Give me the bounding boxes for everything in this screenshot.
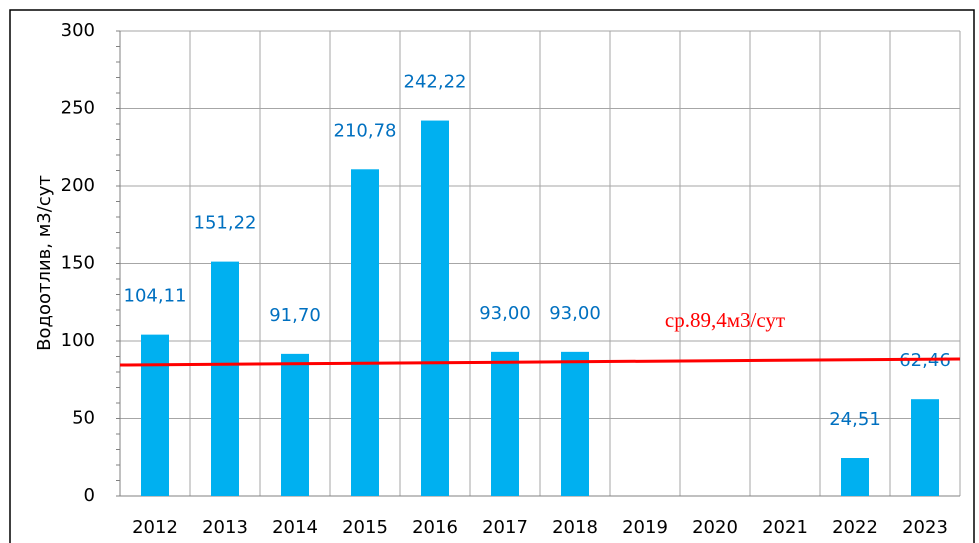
- bar: [491, 351, 519, 496]
- y-tick-label: 100: [61, 330, 95, 351]
- x-tick-label: 2018: [552, 517, 598, 538]
- bar: [351, 169, 379, 496]
- average-label: ср.89,4м3/сут: [665, 308, 785, 332]
- bar: [561, 351, 589, 496]
- value-label: 151,22: [194, 213, 257, 234]
- bar: [141, 334, 169, 496]
- value-label: 242,22: [404, 72, 467, 93]
- y-tick-label: 0: [84, 485, 95, 506]
- bar: [211, 261, 239, 496]
- value-label: 104,11: [124, 286, 187, 307]
- y-tick-label: 200: [61, 175, 95, 196]
- value-label: 91,70: [269, 305, 321, 326]
- x-tick-label: 2022: [832, 517, 878, 538]
- x-tick-label: 2012: [132, 517, 178, 538]
- average-line: [119, 357, 961, 367]
- bar: [281, 353, 309, 496]
- y-axis-label: Водоотлив, м3/сут: [34, 175, 55, 351]
- x-tick-label: 2020: [692, 517, 738, 538]
- bar: [421, 120, 449, 497]
- value-label: 210,78: [334, 120, 397, 141]
- y-tick-label: 300: [61, 20, 95, 41]
- x-tick-label: 2023: [902, 517, 948, 538]
- x-tick-label: 2021: [762, 517, 808, 538]
- x-tick-label: 2019: [622, 517, 668, 538]
- value-label: 24,51: [829, 409, 881, 430]
- y-tick-label: 150: [61, 253, 95, 274]
- x-tick-label: 2017: [482, 517, 528, 538]
- y-tick-label: 250: [61, 98, 95, 119]
- y-tick-label: 50: [72, 408, 95, 429]
- x-tick-label: 2016: [412, 517, 458, 538]
- chart-frame: [9, 9, 975, 543]
- x-tick-label: 2015: [342, 517, 388, 538]
- x-tick-label: 2014: [272, 517, 318, 538]
- x-tick-label: 2013: [202, 517, 248, 538]
- value-label: 93,00: [549, 303, 601, 324]
- bar: [841, 458, 869, 496]
- bar: [911, 399, 939, 496]
- value-label: 93,00: [479, 303, 531, 324]
